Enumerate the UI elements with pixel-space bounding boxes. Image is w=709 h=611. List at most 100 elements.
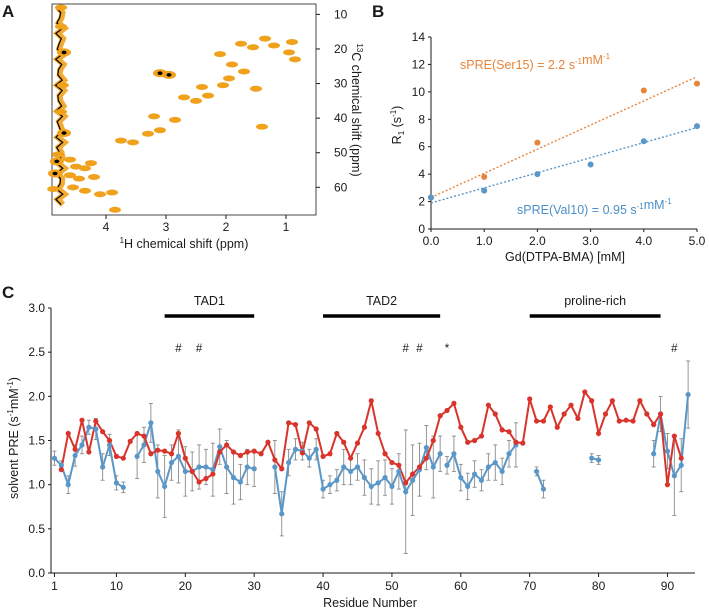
pre-point-red xyxy=(410,471,416,477)
pre-point-red xyxy=(527,396,533,402)
pre-point-blue xyxy=(533,468,540,475)
pre-point-blue xyxy=(313,446,319,452)
pre-point-red xyxy=(168,451,175,457)
pre-point-red xyxy=(286,420,292,426)
hsqc-peak-center xyxy=(166,73,172,77)
pre-point-red xyxy=(120,455,126,461)
pre-point-red xyxy=(334,430,340,437)
hsqc-peak xyxy=(142,130,154,137)
pre-y-label: solvent PRE (s-1mM-1) xyxy=(6,377,21,499)
pre-point-blue xyxy=(410,477,416,483)
val10-annotation: sPRE(Val10) = 0.95 s-1mM-1 xyxy=(517,197,672,217)
pre-point-red xyxy=(341,439,347,445)
r1-point-val10 xyxy=(534,171,541,178)
hash-marker: # xyxy=(403,343,410,355)
pre-point-blue xyxy=(279,511,285,517)
r1-point-val10 xyxy=(481,187,488,194)
hsqc-x-ticks: 4 3 2 1 xyxy=(103,215,290,234)
pre-point-red xyxy=(272,457,278,463)
pre-point-red xyxy=(79,417,85,423)
pre-point-blue xyxy=(396,468,402,475)
pre-point-red xyxy=(237,452,244,459)
pre-point-red xyxy=(292,422,299,428)
hsqc-peak xyxy=(259,35,271,42)
pre-axes: 0.0 0.5 1.0 1.5 2.0 2.5 3.0 1 10 20 30 40 50 60 70 80 90 xyxy=(28,301,695,593)
pre-point-red xyxy=(182,455,188,461)
hsqc-peak xyxy=(55,108,67,115)
pre-point-blue xyxy=(162,483,168,490)
pre-point-red xyxy=(644,411,650,417)
pre-point-red xyxy=(175,430,182,437)
pre-x-tick-label: 30 xyxy=(248,579,262,593)
pre-point-red xyxy=(265,439,271,445)
hash-marker: # xyxy=(175,343,182,355)
pre-point-red xyxy=(196,479,202,485)
pre-point-red xyxy=(127,438,133,444)
r1-x-tick-label: 5.0 xyxy=(689,234,706,248)
pre-point-blue xyxy=(389,483,395,490)
pre-point-red xyxy=(189,468,195,475)
pre-point-red xyxy=(148,451,154,457)
panel-label-a: A xyxy=(2,2,14,21)
pre-point-blue xyxy=(348,468,354,475)
pre-point-red xyxy=(217,449,223,455)
pre-point-blue xyxy=(100,464,106,470)
pre-point-red xyxy=(155,447,161,453)
pre-point-red xyxy=(230,449,237,455)
pre-x-tick-label: 70 xyxy=(523,579,537,593)
hsqc-peak xyxy=(238,68,250,75)
pre-point-blue xyxy=(251,466,257,472)
r1-point-ser15 xyxy=(694,80,700,87)
hsqc-peak xyxy=(256,123,268,130)
pre-point-red xyxy=(554,424,560,430)
pre-point-blue xyxy=(430,464,436,470)
hsqc-y-ticks: 10 20 30 40 50 60 xyxy=(316,7,348,194)
r1-points xyxy=(428,80,700,201)
hsqc-peak xyxy=(286,39,298,46)
pre-point-red xyxy=(506,429,512,435)
pre-point-blue xyxy=(175,453,182,459)
r1-y-tick-label: 4 xyxy=(418,167,425,181)
pre-point-blue xyxy=(148,420,154,426)
pre-point-blue xyxy=(230,475,237,481)
hsqc-peak xyxy=(55,23,67,30)
pre-point-blue xyxy=(196,464,202,470)
pre-point-red xyxy=(595,430,602,437)
pre-point-blue xyxy=(595,457,602,463)
pre-point-blue xyxy=(423,444,429,451)
pre-point-red xyxy=(368,398,374,404)
pre-point-blue xyxy=(540,486,547,492)
domain-label: TAD1 xyxy=(194,294,225,308)
pre-y-tick-label: 1.0 xyxy=(28,478,45,492)
pre-y-tick-label: 2.0 xyxy=(28,389,45,403)
pre-point-blue xyxy=(286,459,292,466)
pre-point-red xyxy=(354,440,361,446)
hsqc-peak xyxy=(79,187,91,194)
pre-point-blue xyxy=(327,482,333,488)
hsqc-peak xyxy=(70,163,82,170)
hsqc-y-label: 13C chemical shift (ppm) xyxy=(349,43,364,176)
r1-y-tick-label: 10 xyxy=(412,85,426,99)
hsqc-peak xyxy=(247,44,259,51)
r1-point-val10 xyxy=(587,161,594,168)
domain-label: proline-rich xyxy=(564,294,626,308)
r1-point-ser15 xyxy=(640,87,647,94)
pre-point-red xyxy=(327,451,333,457)
panel-label-b: B xyxy=(372,2,384,21)
pre-point-red xyxy=(299,450,306,456)
hsqc-peak xyxy=(154,127,166,134)
pre-point-blue xyxy=(320,486,326,492)
pre-point-blue xyxy=(685,391,691,398)
r1-point-val10 xyxy=(640,138,647,145)
pre-point-red xyxy=(589,398,595,404)
hsqc-peak xyxy=(106,189,118,196)
pre-point-red xyxy=(520,440,526,446)
pre-line-blue xyxy=(53,426,124,489)
pre-point-red xyxy=(623,417,629,423)
pre-point-blue xyxy=(437,451,443,457)
pre-point-red xyxy=(671,433,677,439)
hsqc-peak-center xyxy=(61,131,67,135)
hsqc-peak xyxy=(178,94,190,101)
hsqc-peak xyxy=(214,51,226,58)
r1-fit-val10 xyxy=(430,126,698,204)
